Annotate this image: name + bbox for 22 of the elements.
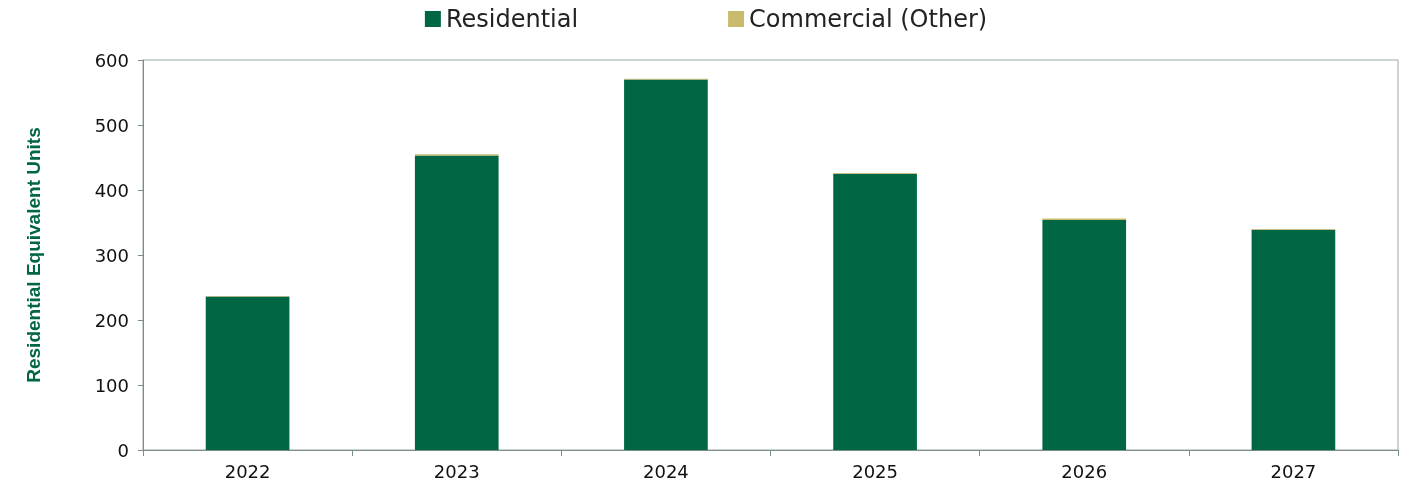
x-tick-label: 2026: [1061, 460, 1108, 482]
y-tick-label: 100: [94, 374, 129, 396]
bar: [833, 173, 917, 450]
y-axis-title: Residential Equivalent Units: [23, 127, 44, 383]
x-tick-label: 2023: [433, 460, 480, 482]
x-tick-label: 2027: [1270, 460, 1317, 482]
x-tick-label: 2024: [643, 460, 689, 482]
x-tick-label: 2022: [224, 460, 271, 482]
y-tick-label: 600: [94, 49, 129, 71]
bar: [624, 79, 708, 450]
y-tick-label: 200: [94, 309, 129, 331]
y-tick-label: 300: [94, 244, 129, 266]
legend-label: Residential: [445, 5, 579, 33]
y-tick-label: 500: [94, 114, 129, 136]
y-tick-label: 0: [117, 439, 129, 461]
y-tick-label: 400: [94, 179, 129, 201]
bar: [414, 155, 499, 450]
legend-label: Commercial (Other): [749, 5, 988, 33]
bar: [1042, 219, 1127, 450]
x-tick-label: 2025: [852, 460, 898, 482]
bar: [205, 296, 290, 450]
bar: [1251, 229, 1336, 450]
